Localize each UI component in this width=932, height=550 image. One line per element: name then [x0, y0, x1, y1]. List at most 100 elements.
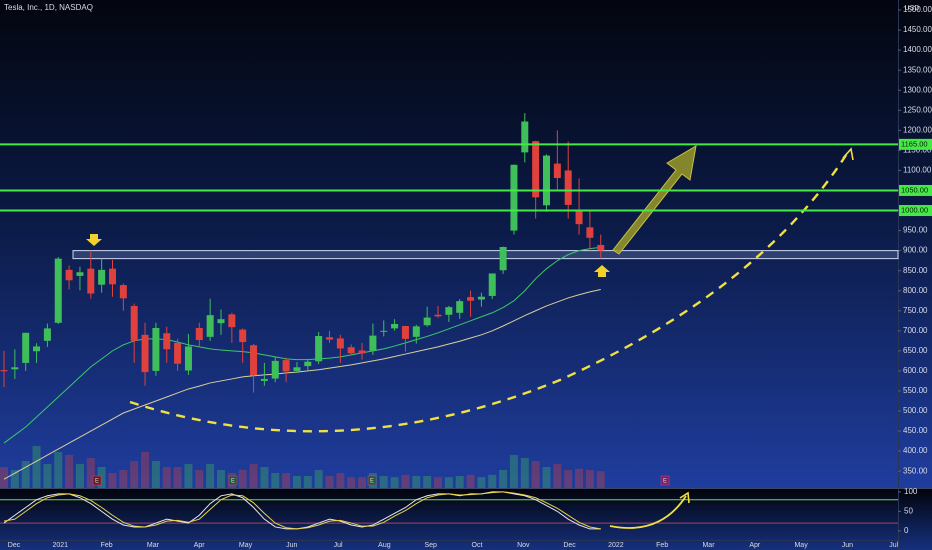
volume-bar: [54, 452, 63, 488]
candle-body: [54, 258, 62, 323]
level-label: 1165.00: [901, 139, 928, 148]
bottom-marker-arrow: [594, 265, 610, 277]
currency-label: USD: [905, 5, 920, 12]
candle-body: [586, 227, 594, 238]
candle-body: [163, 333, 171, 350]
candle-body: [206, 315, 214, 337]
candle-body: [130, 305, 138, 341]
candle-body: [293, 367, 301, 371]
x-tick-label: 2021: [53, 542, 69, 549]
volume-bar: [314, 470, 323, 488]
x-tick-label: Feb: [101, 542, 113, 549]
candle-body: [532, 141, 540, 198]
chart-title: Tesla, Inc., 1D, NASDAQ: [4, 3, 93, 12]
x-tick-label: 2022: [608, 542, 624, 549]
volume-bar: [466, 474, 475, 488]
candle-body: [391, 323, 399, 329]
volume-bar: [238, 470, 247, 488]
candle-body: [347, 347, 355, 354]
candle-body: [467, 297, 475, 301]
x-tick-label: May: [794, 542, 808, 549]
volume-bar: [206, 464, 215, 488]
candle-body: [184, 346, 192, 371]
y-tick-label: 950.00: [903, 226, 928, 235]
volume-bar: [531, 461, 540, 488]
x-tick-label: Mar: [147, 542, 160, 549]
volume-bar: [585, 470, 594, 488]
volume-bar: [434, 477, 442, 488]
candle-body: [597, 245, 605, 251]
y-tick-label: 700.00: [903, 326, 928, 335]
level-label: 1050.00: [901, 185, 928, 194]
oscillator-tick-label: 50: [904, 506, 913, 515]
candle-body: [109, 268, 116, 285]
volume-bar: [477, 477, 486, 488]
volume-bar: [292, 476, 301, 488]
x-tick-label: Nov: [517, 542, 530, 549]
candle-body: [445, 307, 453, 315]
candle-body: [456, 301, 464, 313]
level-label: 1000.00: [901, 206, 928, 215]
candle-body: [271, 360, 279, 379]
volume-bar: [260, 467, 269, 488]
x-tick-label: Aug: [378, 542, 391, 549]
candle-body: [250, 345, 258, 376]
y-tick-label: 1200.00: [903, 125, 932, 134]
y-tick-label: 850.00: [903, 266, 928, 275]
x-tick-label: Sep: [424, 542, 437, 549]
volume-bar: [401, 474, 410, 488]
x-tick-label: Dec: [8, 542, 21, 549]
x-tick-label: Oct: [472, 542, 483, 549]
oscillator-tick-label: 0: [904, 526, 909, 535]
candle-body: [477, 296, 485, 300]
earnings-badge: [660, 475, 670, 486]
y-tick-label: 500.00: [903, 406, 928, 415]
y-tick-label: 600.00: [903, 366, 928, 375]
volume-bar: [97, 467, 106, 488]
volume-bar: [10, 470, 19, 488]
y-tick-label: 750.00: [903, 306, 928, 315]
candle-body: [98, 269, 106, 285]
volume-bar: [75, 464, 84, 488]
volume-bar: [509, 455, 518, 488]
volume-bar: [444, 477, 453, 488]
x-tick-label: Dec: [563, 542, 576, 549]
earnings-label: E: [95, 479, 99, 485]
moving-average-line: [3, 289, 601, 480]
candle-body: [0, 370, 8, 372]
candle-body: [195, 328, 203, 341]
level-tag: [899, 205, 932, 217]
candle-body: [326, 337, 333, 340]
x-tick-label: Apr: [194, 542, 206, 549]
volume-bar: [108, 473, 117, 488]
candle-body: [336, 338, 344, 349]
volume-bar: [596, 471, 605, 488]
top-marker-arrow: [86, 234, 102, 246]
x-tick-label: Jun: [286, 542, 297, 549]
x-tick-label: Jul: [889, 542, 898, 549]
x-tick-label: May: [239, 542, 253, 549]
volume-bar: [173, 467, 182, 488]
volume-bar: [553, 464, 562, 488]
volume-bar: [325, 476, 334, 488]
candle-body: [43, 328, 51, 341]
volume-bar: [575, 468, 584, 488]
target-arrow: [612, 145, 697, 255]
candle-body: [575, 210, 583, 225]
x-tick-label: Feb: [656, 542, 668, 549]
candle-body: [152, 328, 160, 371]
oscillator-arrowhead: [679, 491, 690, 504]
x-tick-label: Mar: [702, 542, 715, 549]
volume-bar: [195, 470, 204, 488]
volume-bar: [455, 476, 464, 488]
candle-body: [260, 378, 268, 381]
y-tick-label: 1100.00: [903, 166, 932, 175]
volume-bar: [184, 464, 193, 488]
y-tick-label: 1300.00: [903, 85, 932, 94]
candle-body: [141, 334, 149, 373]
candle-body: [119, 285, 127, 299]
volume-bar: [336, 473, 345, 488]
volume-bar: [564, 470, 573, 488]
price-pane: [0, 0, 932, 488]
